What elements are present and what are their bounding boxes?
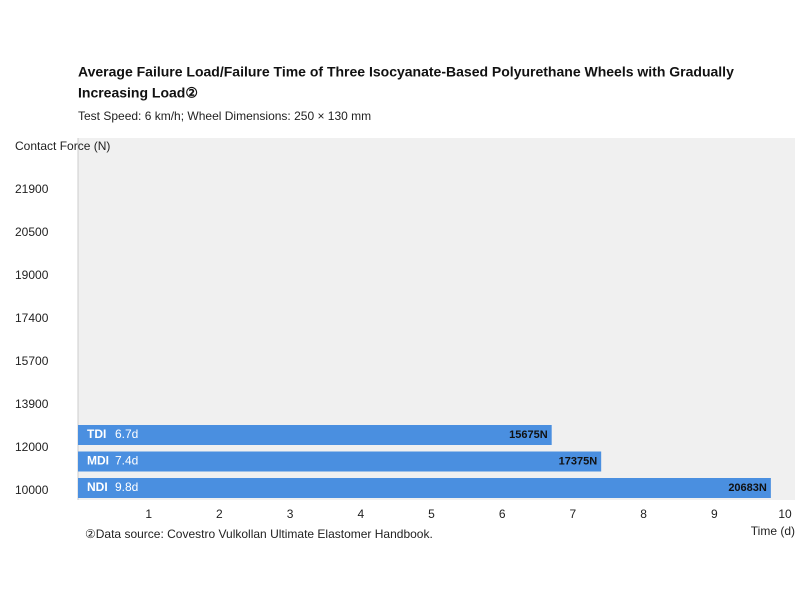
x-tick-label: 6 [499, 507, 506, 521]
footnote: ②Data source: Covestro Vulkollan Ultimat… [85, 527, 433, 541]
plot-area [78, 138, 795, 500]
chart-title: Average Failure Load/Failure Time of Thr… [78, 64, 734, 80]
y-axis-label: Contact Force (N) [15, 139, 110, 153]
bar-category-label: TDI [87, 427, 106, 441]
bar [78, 478, 771, 498]
x-tick-label: 7 [570, 507, 577, 521]
x-tick-label: 4 [357, 507, 364, 521]
force-label: 20683N [728, 482, 767, 494]
chart-subtitle: Test Speed: 6 km/h; Wheel Dimensions: 25… [78, 109, 371, 123]
y-tick-label: 10000 [15, 483, 49, 497]
bar [78, 451, 602, 472]
y-tick-label: 17400 [15, 311, 49, 325]
y-tick-label: 15700 [15, 354, 49, 368]
force-label: 17375N [559, 455, 598, 467]
chart-title: Increasing Load② [78, 85, 198, 101]
force-label: 15675N [509, 429, 548, 441]
value-label: 6.7d [115, 427, 138, 441]
bar-category-label: MDI [87, 454, 109, 468]
x-tick-label: 10 [778, 507, 792, 521]
x-tick-label: 2 [216, 507, 223, 521]
y-tick-label: 19000 [15, 268, 49, 282]
y-tick-label: 12000 [15, 440, 49, 454]
bar [78, 425, 552, 445]
x-axis-label: Time (d) [751, 524, 795, 538]
x-tick-label: 9 [711, 507, 718, 521]
x-tick-label: 1 [145, 507, 152, 521]
bar-category-label: NDI [87, 480, 108, 494]
x-tick-label: 5 [428, 507, 435, 521]
x-tick-label: 3 [287, 507, 294, 521]
value-label: 9.8d [115, 480, 138, 494]
x-tick-label: 8 [640, 507, 647, 521]
y-tick-label: 20500 [15, 225, 49, 239]
y-tick-label: 21900 [15, 182, 49, 196]
y-tick-label: 13900 [15, 397, 49, 411]
value-label: 7.4d [115, 454, 138, 468]
